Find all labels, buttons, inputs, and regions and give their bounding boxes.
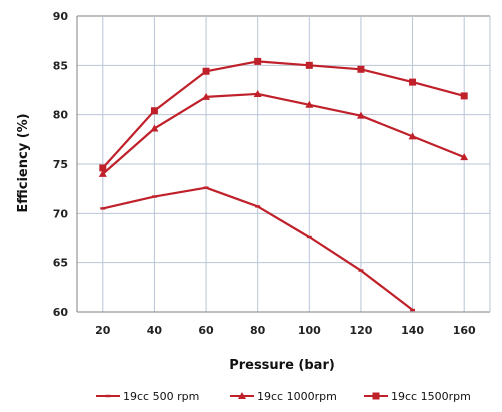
y-tick-label: 60 [53,306,69,319]
legend-label: 19cc 500 rpm [123,390,199,403]
x-tick-label: 20 [95,324,111,337]
y-tick-label: 90 [53,10,69,23]
square-marker [306,62,313,69]
y-tick-label: 75 [53,158,68,171]
x-tick-label: 100 [298,324,321,337]
legend-label: 19cc 1000rpm [257,390,337,403]
legend-label: 19cc 1500rpm [391,390,471,403]
legend-item: 19cc 1500rpm [364,390,471,403]
square-marker [357,66,364,73]
x-tick-label: 60 [198,324,214,337]
y-tick-label: 70 [53,207,69,220]
square-marker [461,92,468,99]
y-tick-label: 85 [53,59,68,72]
series-line [103,94,464,174]
x-tick-label: 120 [349,324,372,337]
legend-item: 19cc 500 rpm [96,390,199,403]
legend-item: 19cc 1000rpm [230,390,337,403]
x-tick-label: 160 [453,324,476,337]
y-tick-label: 80 [53,109,69,122]
y-axis-title: Efficiency (%) [16,113,31,212]
x-tick-label: 80 [250,324,266,337]
square-marker [203,68,210,75]
legend: 19cc 500 rpm 19cc 1000rpm 19cc 1500rpm [96,390,471,403]
square-marker [409,79,416,86]
square-marker [254,58,261,65]
square-marker [373,393,380,400]
y-tick-label: 65 [53,257,68,270]
x-tick-label: 140 [401,324,424,337]
x-axis-title: Pressure (bar) [229,358,335,373]
x-tick-label: 40 [147,324,163,337]
square-marker [99,164,106,171]
grid-layer [77,16,490,312]
square-marker [151,107,158,114]
